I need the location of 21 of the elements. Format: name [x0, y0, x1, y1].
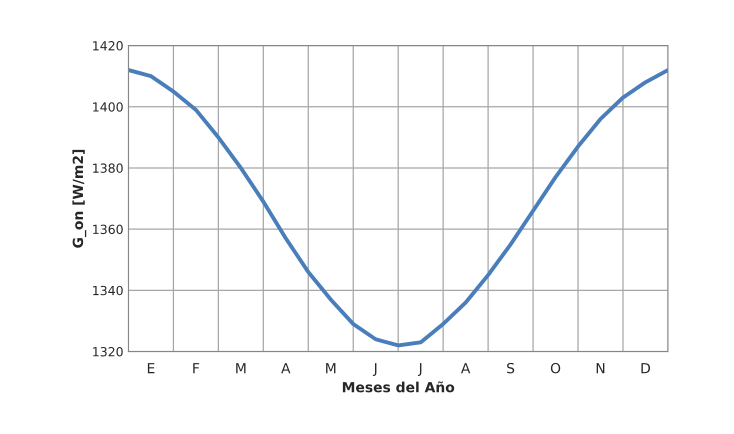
y-axis-title: G_on [W/m2] — [72, 150, 86, 248]
x-tick-label: S — [507, 362, 514, 374]
y-tick-label: 1400 — [93, 102, 123, 112]
x-tick-label: N — [596, 363, 604, 374]
x-tick-label: J — [418, 363, 422, 376]
x-tick-label: F — [193, 363, 200, 374]
x-tick-label: A — [281, 363, 290, 374]
x-tick-label: J — [372, 363, 376, 376]
y-tick-label: 1360 — [93, 224, 123, 234]
x-axis-title: Meses del Año — [342, 381, 454, 392]
y-tick-label: 1420 — [93, 41, 123, 50]
line-series — [128, 68, 668, 348]
x-tick-label: D — [641, 363, 650, 374]
x-tick-label: E — [148, 363, 154, 374]
y-tick-label: 1320 — [93, 347, 123, 356]
x-tick-label: O — [550, 362, 560, 374]
y-tick-label: 1380 — [93, 163, 123, 173]
y-tick-label: 1340 — [93, 286, 123, 296]
x-tick-label: M — [326, 363, 336, 374]
x-tick-label: M — [236, 363, 246, 374]
x-tick-label: A — [460, 363, 470, 374]
